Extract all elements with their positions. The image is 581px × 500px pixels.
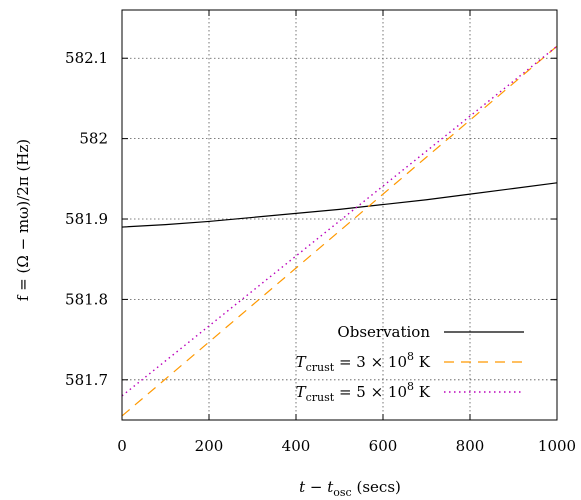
- legend-label-tcrust-3e8: Tcrust = 3 × 108 K: [296, 350, 431, 374]
- legend-tcrust3-unit: K: [414, 353, 431, 371]
- x-tick-label: 600: [369, 437, 398, 455]
- series-layer: [121, 45, 558, 417]
- y-tick-label: 582: [79, 130, 108, 148]
- legend: Observation Tcrust = 3 × 108 K Tcrust = …: [296, 323, 524, 404]
- x-tick-label: 400: [282, 437, 311, 455]
- x-tick-label: 800: [456, 437, 485, 455]
- x-axis-title: t − tosc (secs): [299, 478, 401, 499]
- legend-label-tcrust-5e8: Tcrust = 5 × 108 K: [296, 380, 431, 404]
- ticks-layer: 0 200 400 600 800 1000 581.7 581.8 581.9 582 582.1: [65, 10, 576, 455]
- y-tick-label: 581.7: [65, 371, 108, 389]
- legend-tcrust3-sup: 8: [407, 350, 414, 363]
- legend-tcrust5-sup: 8: [407, 380, 414, 393]
- x-tick-label: 1000: [538, 437, 576, 455]
- x-tick-label: 0: [117, 437, 127, 455]
- legend-tcrust5-sub: crust: [306, 391, 335, 404]
- series-observation: [121, 182, 558, 228]
- legend-tcrust3-rest: = 3 × 10: [334, 353, 407, 371]
- legend-tcrust5-unit: K: [414, 383, 431, 401]
- x-axis-title-main: t − t: [299, 478, 334, 496]
- x-axis-title-sub: osc: [333, 486, 351, 499]
- legend-tcrust5-rest: = 5 × 10: [334, 383, 407, 401]
- y-tick-label: 581.9: [65, 210, 108, 228]
- y-axis-title: f = (Ω − mω)/2π (Hz): [14, 139, 32, 301]
- legend-tcrust3-name: T: [296, 353, 307, 371]
- x-axis-title-unit: (secs): [352, 478, 401, 496]
- legend-tcrust3-sub: crust: [306, 361, 335, 374]
- series-tcrust-5e8: [121, 45, 558, 397]
- plot-frame: [121, 9, 558, 421]
- grid-layer: [122, 10, 557, 420]
- legend-tcrust5-name: T: [296, 383, 307, 401]
- legend-label-observation: Observation: [337, 323, 430, 341]
- y-tick-label: 582.1: [65, 49, 108, 67]
- x-tick-label: 200: [195, 437, 224, 455]
- y-tick-label: 581.8: [65, 290, 108, 308]
